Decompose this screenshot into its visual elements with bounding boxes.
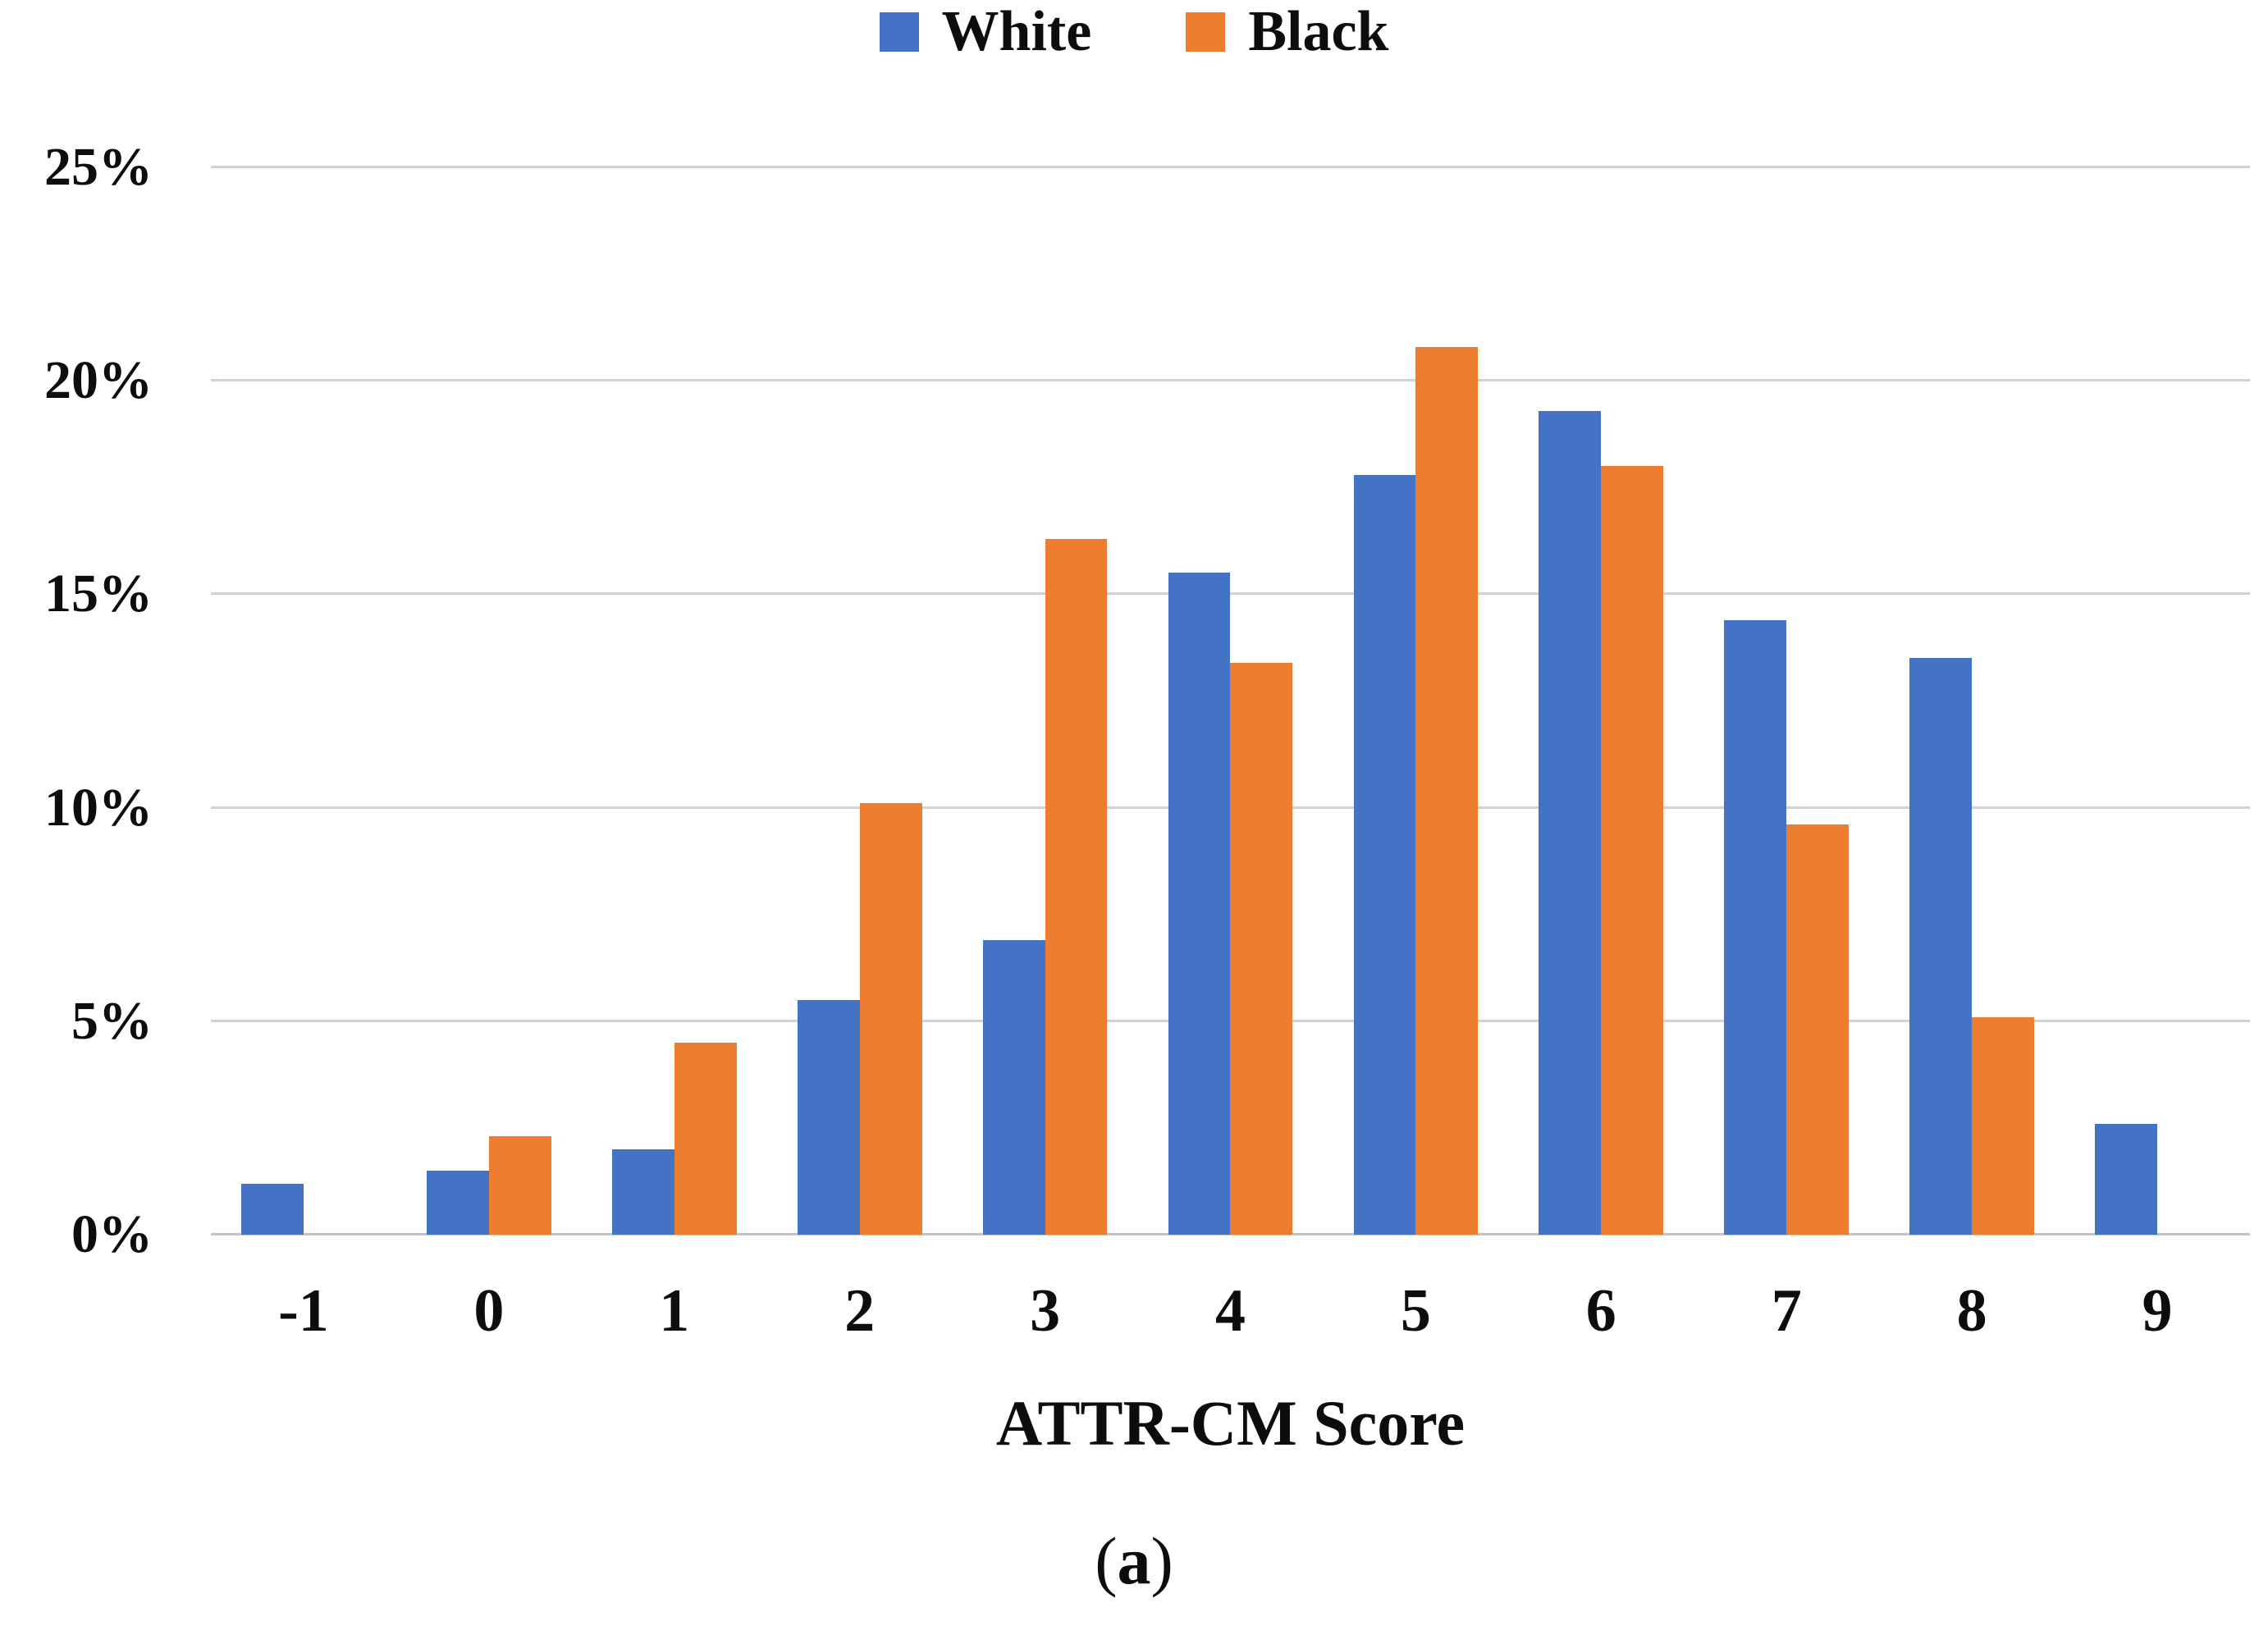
bar-group-score-2	[767, 167, 953, 1235]
bar-black-score-1	[674, 1042, 737, 1235]
caption-letter: a	[1117, 1523, 1151, 1598]
bar-black-score-7	[1786, 824, 1850, 1235]
bar-white-score--1	[241, 1183, 304, 1235]
bar-group-score--1	[211, 167, 396, 1235]
x-tick-label-4: 4	[1214, 1277, 1246, 1345]
bar-group-score-5	[1323, 167, 1508, 1235]
x-tick-label-7: 7	[1771, 1277, 1802, 1345]
legend-label-black: Black	[1248, 0, 1389, 63]
x-tick-label-9: 9	[2142, 1277, 2173, 1345]
x-tick-label-6: 6	[1585, 1277, 1616, 1345]
x-tick-label-5: 5	[1400, 1277, 1431, 1345]
x-tick-label-1: 1	[659, 1277, 690, 1345]
bar-group-score-8	[1879, 167, 2065, 1235]
bar-white-score-3	[982, 939, 1045, 1235]
x-tick-label-3: 3	[1030, 1277, 1061, 1345]
x-axis-tick-labels: -1 0 1 2 3 4 5 6 7 8 9	[211, 1276, 2250, 1346]
y-tick-label-5%: 5%	[71, 990, 153, 1051]
y-tick-label-15%: 15%	[44, 564, 153, 624]
gridline-15%	[211, 592, 2250, 596]
bar-black-score-5	[1415, 346, 1479, 1235]
bar-black-score-6	[1601, 466, 1664, 1235]
y-axis-tick-labels: 0% 5% 10% 15% 20% 25%	[0, 140, 176, 1262]
bar-group-score-0	[396, 167, 582, 1235]
bar-white-score-9	[2095, 1123, 2158, 1235]
x-tick-label--1: -1	[278, 1277, 329, 1345]
x-axis-title: ATTR-CM Score	[995, 1387, 1466, 1459]
figure-caption: (a)	[0, 1523, 2268, 1598]
bar-group-score-1	[582, 167, 767, 1235]
x-tick-label-0: 0	[473, 1277, 505, 1345]
x-tick-label-8: 8	[1956, 1277, 1987, 1345]
bar-white-score-7	[1724, 619, 1787, 1235]
bars-row	[211, 167, 2250, 1235]
bar-black-score-8	[1972, 1016, 2034, 1235]
bar-white-score-4	[1168, 573, 1231, 1235]
gridline-25%	[211, 166, 2250, 168]
bar-group-score-6	[1508, 167, 1694, 1235]
bar-white-score-1	[611, 1149, 674, 1235]
bar-black-score-4	[1230, 662, 1293, 1235]
bar-black-score-3	[1045, 538, 1108, 1235]
y-tick-label-25%: 25%	[44, 137, 153, 197]
legend-item-white: White	[879, 0, 1092, 63]
legend-swatch-white-icon	[879, 12, 919, 52]
x-tick-label-2: 2	[844, 1277, 876, 1345]
legend-label-white: White	[941, 0, 1092, 63]
bar-black-score-0	[488, 1136, 551, 1235]
bar-white-score-5	[1353, 474, 1416, 1235]
gridline-20%	[211, 379, 2250, 382]
bar-group-score-4	[1138, 167, 1324, 1235]
bar-white-score-2	[797, 999, 860, 1235]
bar-group-score-9	[2065, 167, 2250, 1235]
bar-black-score-2	[859, 803, 922, 1235]
caption-open-paren: (	[1095, 1523, 1118, 1598]
bar-white-score-6	[1539, 410, 1602, 1235]
legend-swatch-black-icon	[1186, 12, 1226, 52]
chart-legend: White Black	[0, 3, 2268, 61]
bar-group-score-7	[1694, 167, 1879, 1235]
plot-area	[211, 166, 2250, 1235]
bar-white-score-0	[426, 1170, 489, 1235]
y-tick-label-10%: 10%	[44, 777, 153, 838]
legend-item-black: Black	[1186, 3, 1388, 61]
y-tick-label-0%: 0%	[71, 1204, 153, 1264]
caption-close-paren: )	[1150, 1523, 1173, 1598]
bar-white-score-8	[1909, 658, 1973, 1235]
bar-group-score-3	[953, 167, 1138, 1235]
y-tick-label-20%: 20%	[44, 350, 153, 411]
